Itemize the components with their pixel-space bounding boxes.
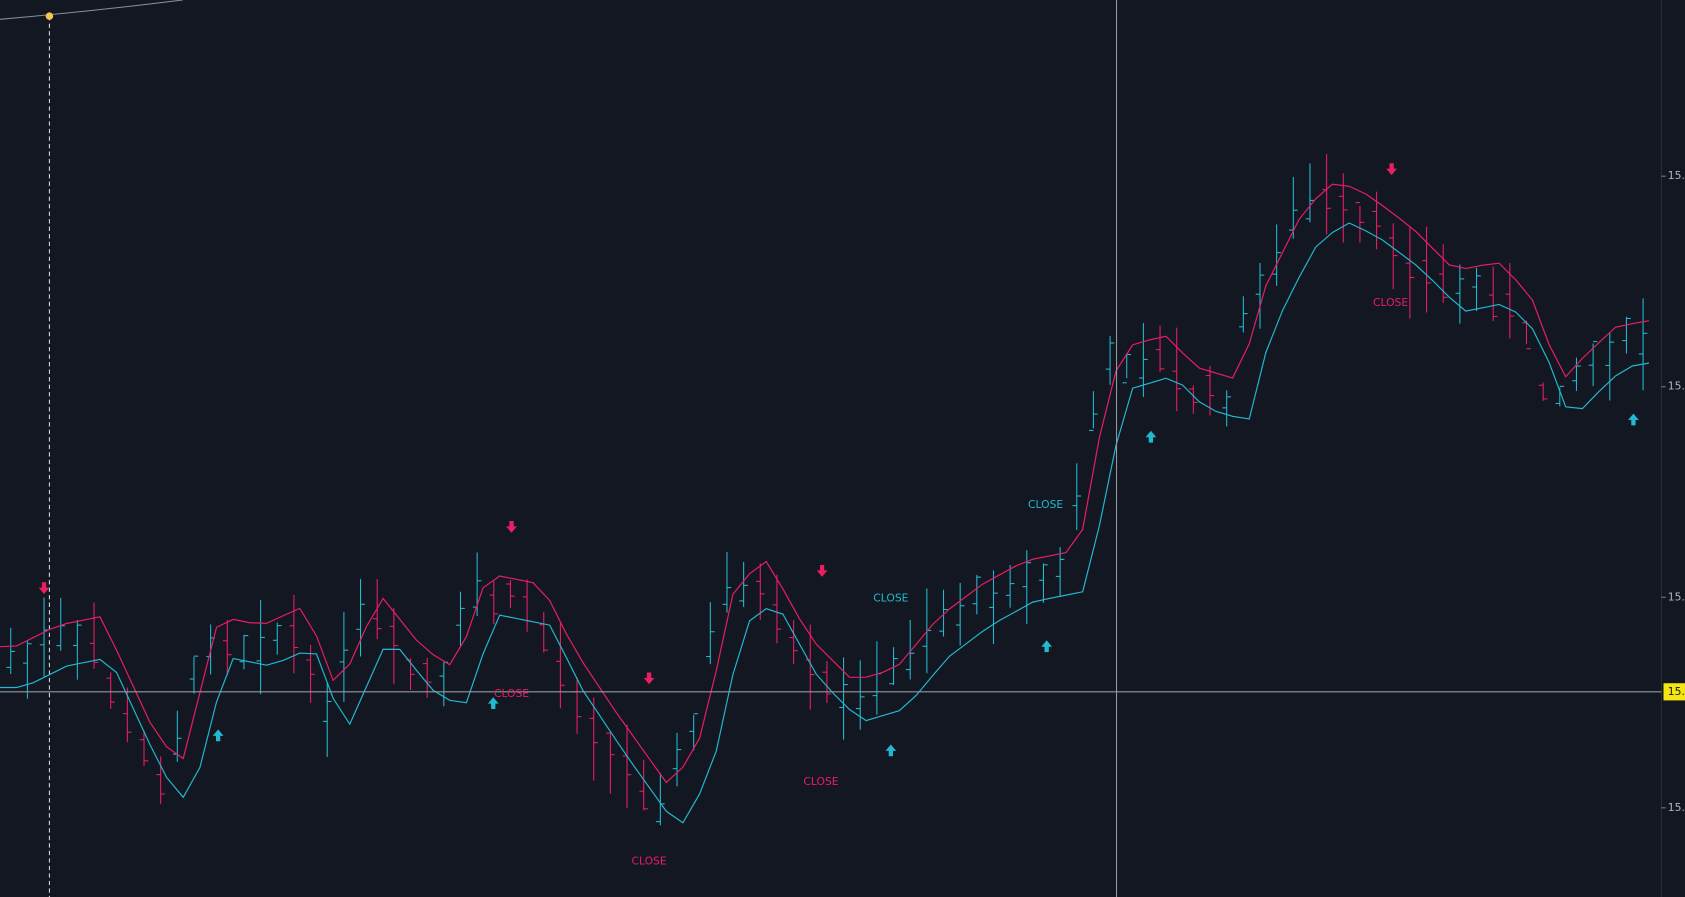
buy-arrow <box>212 729 224 742</box>
sell-arrow <box>1386 163 1398 176</box>
close-label: CLOSE <box>1028 498 1063 511</box>
bars-layer <box>6 154 1648 826</box>
close-label: CLOSE <box>873 591 908 604</box>
close-label: CLOSE <box>803 775 838 788</box>
price-label: 15. <box>1668 380 1685 393</box>
cursor-price-tag <box>1663 683 1685 701</box>
upper-band-line <box>0 183 1650 784</box>
sell-arrow <box>38 582 50 595</box>
buy-arrow <box>1041 640 1053 653</box>
lower-band-line <box>0 222 1650 824</box>
sell-arrow <box>816 565 828 577</box>
anchor-point[interactable] <box>45 12 54 20</box>
sell-arrow <box>643 672 655 685</box>
price-label: 15. <box>1668 590 1685 603</box>
close-label: CLOSE <box>1373 296 1408 309</box>
cursor-price: 15. <box>1668 685 1685 698</box>
buy-arrow <box>1145 430 1157 443</box>
lines-layer <box>0 183 1650 824</box>
price-label: 15. <box>1668 169 1685 182</box>
close-label: CLOSE <box>631 855 666 868</box>
drawing-curve[interactable] <box>0 0 183 20</box>
buy-arrow <box>885 744 897 757</box>
signals-layer: CLOSE CLOSE CLOSE CLOSE CLOSE CLOSE <box>38 163 1639 868</box>
price-axis: 15. 15. 15. 15. 15. <box>1661 169 1685 814</box>
close-label: CLOSE <box>494 687 529 700</box>
buy-arrow <box>487 697 499 710</box>
price-label: 15. <box>1668 801 1685 814</box>
sell-arrow <box>506 521 517 533</box>
buy-arrow <box>1628 413 1639 426</box>
